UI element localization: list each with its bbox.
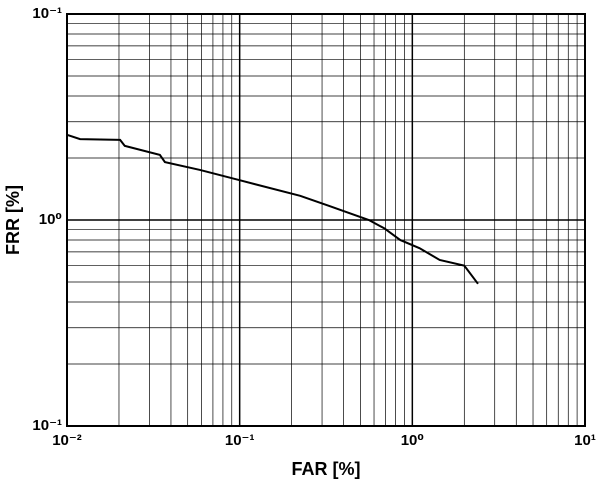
y-tick-label: 10⁰: [39, 211, 62, 228]
plot-frame: [66, 13, 586, 427]
x-tick-label: 10⁰: [401, 432, 424, 449]
y-tick-label: 10⁻¹: [32, 417, 62, 434]
y-axis-label: FRR [%]: [3, 185, 23, 255]
y-tick-label: 10⁻¹: [32, 5, 62, 22]
x-tick-label: 10⁻¹: [225, 432, 255, 449]
frr-curve: [66, 133, 479, 285]
x-axis-label: FAR [%]: [292, 459, 361, 479]
x-tick-label: 10¹: [574, 432, 596, 449]
x-tick-label: 10⁻²: [52, 432, 82, 449]
